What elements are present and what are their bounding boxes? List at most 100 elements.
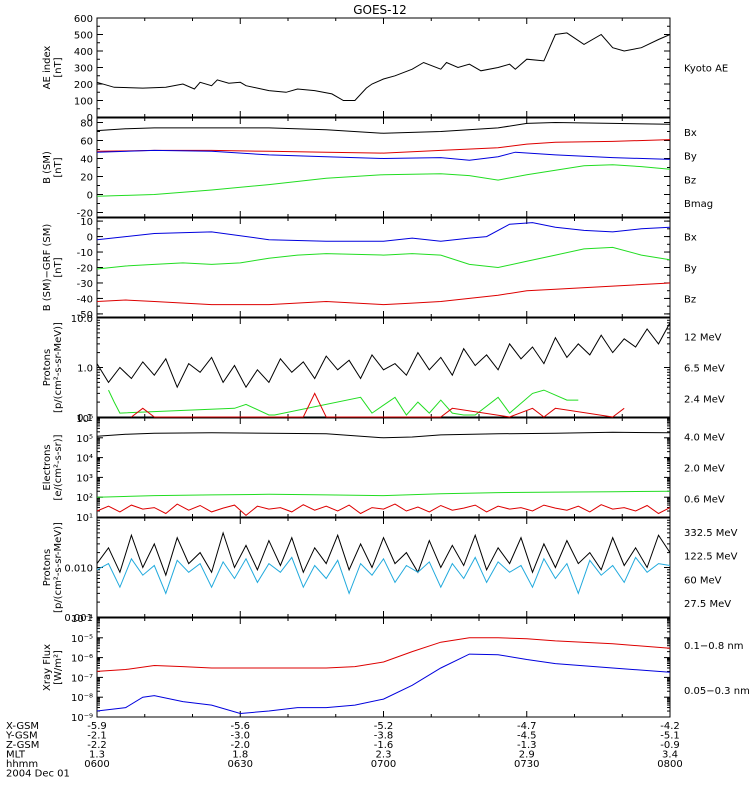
- y-axis-label-line: B (SM)−GRF (SM): [42, 224, 53, 312]
- y-tick-label: 600: [74, 14, 93, 25]
- y-tick-label: 200: [74, 80, 93, 91]
- y-tick-label: -50: [77, 310, 93, 321]
- y-axis-label-line: B (SM): [42, 151, 53, 184]
- panel-4: 10¹ 10² 10³ 10⁴ 10⁵ 10⁶ Electrons [e/(cm²-s-sr)…: [42, 414, 725, 524]
- y-tick-label: 0.010: [64, 564, 93, 575]
- x-axis-value: -0.9: [660, 740, 680, 751]
- legend-entry: By: [684, 264, 697, 275]
- y-tick-label: 0: [87, 113, 93, 124]
- x-axis-value: -1.3: [517, 740, 537, 751]
- legend-entry: Bx: [684, 233, 697, 244]
- x-axis-table: X-GSM -5.9 -5.6 -5.2 -4.7 -4.2 Y-GSM -2.1 -3.0 -3…: [5, 721, 683, 780]
- y-axis-label-line: [p/(cm²-s-sr-MeV)]: [53, 522, 64, 613]
- panel-3: 0.1 1.0 10.0 Protons [p/(cm²-s-sr-MeV)] 12 Me…: [42, 314, 725, 424]
- x-axis-value: -5.1: [660, 731, 680, 742]
- y-tick-label: 10⁻⁴: [71, 614, 93, 625]
- y-tick-label: 400: [74, 47, 93, 58]
- x-axis-date: 2004 Dec 01: [6, 769, 70, 780]
- y-tick-label: 10⁻⁸: [71, 693, 93, 704]
- panel-1: -20 0 20 40 60 80 B (SM) [nT] Bx By Bz Bmag: [42, 117, 713, 220]
- y-tick-label: 20: [80, 173, 93, 184]
- series-line: [96, 246, 671, 270]
- series-line: [108, 389, 579, 416]
- legend-entry: 0.6 MeV: [684, 494, 725, 505]
- y-tick-label: 10.0: [71, 314, 93, 325]
- legend-entry: 0.1−0.8 nm: [684, 641, 743, 652]
- y-tick-label: 80: [80, 119, 93, 130]
- y-tick-label: -10: [77, 248, 93, 259]
- x-axis-row-label: Y-GSM: [5, 731, 38, 742]
- y-axis-label-line: [nT]: [53, 157, 64, 177]
- y-tick-label: 10⁻⁷: [71, 673, 93, 684]
- y-tick-label: 10⁻⁵: [71, 634, 93, 645]
- x-axis-value: 0700: [371, 759, 396, 770]
- series-line: [131, 392, 625, 418]
- series-line: [96, 282, 671, 306]
- y-tick-label: 10³: [76, 473, 93, 484]
- y-tick-label: 10⁻⁹: [71, 713, 93, 724]
- legend-entry: 27.5 MeV: [684, 599, 731, 610]
- y-axis-label-line: [p/(cm²-s-sr-MeV)]: [53, 322, 64, 413]
- legend-entry: 12 MeV: [684, 333, 722, 344]
- legend-entry: By: [684, 152, 697, 163]
- panel-frame: [96, 617, 671, 718]
- legend-entry: Bmag: [684, 199, 713, 210]
- x-axis-value: -3.0: [230, 731, 250, 742]
- series-line: [96, 32, 671, 101]
- legend-entry: 2.0 MeV: [684, 464, 725, 475]
- x-axis-row-label: X-GSM: [6, 721, 39, 732]
- y-axis-label-line: Electrons: [42, 444, 53, 490]
- y-tick-label: 0: [87, 233, 93, 244]
- x-axis-value: -2.2: [87, 740, 107, 751]
- series-line: [96, 531, 671, 577]
- x-axis-value: 0800: [657, 759, 682, 770]
- legend-entry: Kyoto AE: [684, 64, 728, 75]
- series-line: [96, 556, 671, 595]
- y-tick-label: 10⁵: [76, 434, 93, 445]
- x-axis-row-label: MLT: [6, 750, 26, 761]
- x-axis-value: 1.8: [232, 750, 248, 761]
- y-axis-label-line: Protons: [42, 549, 53, 586]
- series-line: [96, 637, 671, 672]
- series-line: [96, 149, 671, 161]
- x-axis-value: 1.3: [89, 750, 105, 761]
- x-axis-value: 2.3: [376, 750, 392, 761]
- x-axis-value: -4.5: [517, 731, 537, 742]
- y-axis-label: Xray Flux [W/m²]: [42, 644, 64, 691]
- legend-entry: 60 MeV: [684, 575, 722, 586]
- y-axis-label: Protons [p/(cm²-s-sr-MeV)]: [42, 522, 64, 613]
- series-line: [96, 490, 671, 498]
- y-axis-label: Protons [p/(cm²-s-sr-MeV)]: [42, 322, 64, 413]
- y-tick-label: 10¹: [76, 513, 93, 524]
- x-axis-value: -1.6: [374, 740, 394, 751]
- series-line: [96, 653, 671, 715]
- y-tick-label: 10: [80, 217, 93, 228]
- y-axis-label: AE index [nT]: [42, 46, 64, 90]
- series-line: [96, 222, 671, 242]
- legend-entry: 0.05−0.3 nm: [684, 686, 750, 697]
- series-line: [96, 164, 671, 197]
- panel-frame: [96, 17, 671, 118]
- legend-entry: 332.5 MeV: [684, 528, 738, 539]
- x-axis-value: -5.2: [374, 721, 394, 732]
- x-axis-value: -2.1: [87, 731, 107, 742]
- y-tick-label: 100: [74, 97, 93, 108]
- x-axis-value: -3.8: [374, 731, 394, 742]
- series-line: [96, 431, 671, 439]
- legend-entry: Bz: [684, 175, 696, 186]
- panel-6: 10⁻⁹ 10⁻⁸ 10⁻⁷ 10⁻⁶ 10⁻⁵ 10⁻⁴ Xray Flux [W/m²] 0…: [42, 614, 750, 724]
- legend-entry: 2.4 MeV: [684, 394, 725, 405]
- y-tick-label: -20: [77, 209, 93, 220]
- x-axis-value: -5.6: [230, 721, 250, 732]
- y-axis-label-line: [W/m²]: [53, 650, 64, 685]
- y-tick-label: 40: [80, 155, 93, 166]
- y-tick-label: -30: [77, 279, 93, 290]
- y-axis-label-line: [nT]: [53, 57, 64, 77]
- y-tick-label: 0: [87, 191, 93, 202]
- y-tick-label: 10²: [76, 493, 93, 504]
- x-axis-value: 0730: [514, 759, 539, 770]
- y-axis-label-line: Protons: [42, 349, 53, 386]
- y-tick-label: 10⁻⁶: [71, 654, 93, 665]
- panel-0: 0 100 200 300 400 500 600 AE index [nT] Kyoto AE: [42, 14, 728, 124]
- y-tick-label: -40: [77, 294, 93, 305]
